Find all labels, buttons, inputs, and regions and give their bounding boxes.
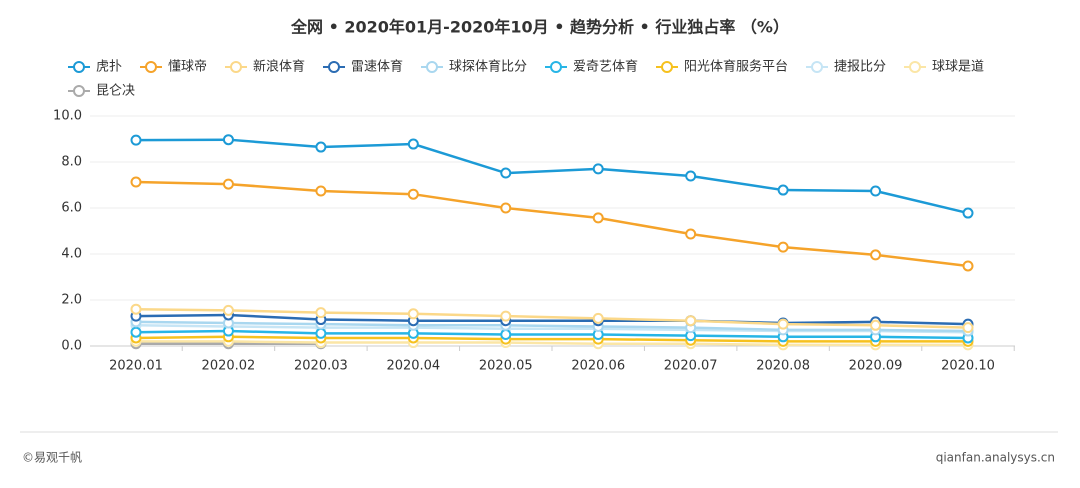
legend-label: 雷速体育 — [351, 59, 403, 75]
legend-marker — [661, 61, 673, 73]
series-line — [135, 335, 968, 343]
data-point — [315, 185, 327, 197]
y-tick-label: 4.0 — [61, 247, 82, 262]
legend-label: 球探体育比分 — [449, 59, 527, 75]
x-tick-label: 2020.08 — [756, 359, 810, 374]
legend-marker — [909, 61, 921, 73]
data-point — [407, 308, 419, 320]
legend-label: 虎扑 — [96, 60, 122, 75]
data-point — [685, 170, 697, 182]
series-line — [135, 180, 969, 268]
y-tick-label: 10.0 — [53, 109, 82, 124]
series-line — [136, 340, 968, 347]
y-tick-label: 8.0 — [61, 155, 82, 170]
series-line — [135, 138, 969, 215]
x-tick-label: 2020.09 — [849, 359, 903, 374]
data-point — [870, 185, 882, 197]
series-line — [135, 307, 969, 329]
legend-label: 阳光体育服务平台 — [684, 59, 788, 75]
y-tick-label: 0.0 — [61, 339, 82, 354]
data-point — [222, 178, 234, 190]
data-point — [315, 141, 327, 153]
y-tick-label: 6.0 — [61, 201, 82, 216]
x-tick-label: 2020.06 — [571, 359, 625, 374]
legend-label: 新浪体育 — [253, 59, 305, 75]
legend-marker — [230, 61, 242, 73]
legend-label: 爱奇艺体育 — [573, 59, 638, 75]
data-point — [592, 163, 604, 175]
legend-label: 捷报比分 — [834, 60, 886, 75]
data-point — [315, 327, 327, 339]
legend-marker — [550, 61, 562, 73]
data-point — [130, 326, 142, 338]
legend-marker — [811, 61, 823, 73]
data-point — [685, 315, 697, 327]
data-point — [315, 307, 327, 319]
data-point — [870, 249, 882, 261]
data-point — [407, 138, 419, 150]
series-line — [135, 329, 969, 340]
series-line — [135, 313, 969, 326]
data-point — [500, 310, 512, 322]
x-tick-label: 2020.03 — [294, 359, 348, 374]
data-point — [592, 212, 604, 224]
data-point — [870, 319, 882, 331]
data-point — [130, 303, 142, 315]
footer-left: ©易观千帆 — [22, 450, 82, 465]
chart-title: 全网 • 2020年01月-2020年10月 • 趋势分析 • 行业独占率 （%… — [290, 18, 789, 37]
data-point — [407, 188, 419, 200]
data-point — [592, 312, 604, 324]
data-point — [962, 207, 974, 219]
legend-marker — [73, 61, 85, 73]
data-point — [962, 260, 974, 272]
data-point — [777, 241, 789, 253]
data-point — [500, 167, 512, 179]
legend-marker — [426, 61, 438, 73]
data-point — [222, 134, 234, 146]
data-point — [500, 329, 512, 340]
legend-label: 懂球帝 — [168, 59, 207, 75]
x-tick-label: 2020.01 — [109, 359, 163, 374]
x-tick-label: 2020.07 — [664, 359, 718, 374]
legend-marker — [145, 61, 157, 73]
x-tick-label: 2020.04 — [386, 359, 440, 374]
y-tick-label: 2.0 — [61, 293, 82, 308]
series-line — [135, 320, 969, 333]
x-tick-label: 2020.10 — [941, 359, 995, 374]
data-point — [222, 304, 234, 316]
data-point — [130, 134, 142, 146]
footer-right: qianfan.analysys.cn — [936, 451, 1055, 465]
legend-marker — [328, 61, 340, 73]
data-point — [130, 176, 142, 188]
data-point — [685, 228, 697, 240]
data-point — [500, 202, 512, 214]
legend-label: 昆仑决 — [96, 84, 135, 99]
data-point — [777, 184, 789, 196]
data-point — [777, 318, 789, 330]
x-tick-label: 2020.02 — [202, 359, 256, 374]
legend-marker — [73, 85, 85, 97]
legend-label: 球球是道 — [932, 60, 984, 75]
data-point — [962, 322, 974, 334]
x-tick-label: 2020.05 — [479, 359, 533, 374]
